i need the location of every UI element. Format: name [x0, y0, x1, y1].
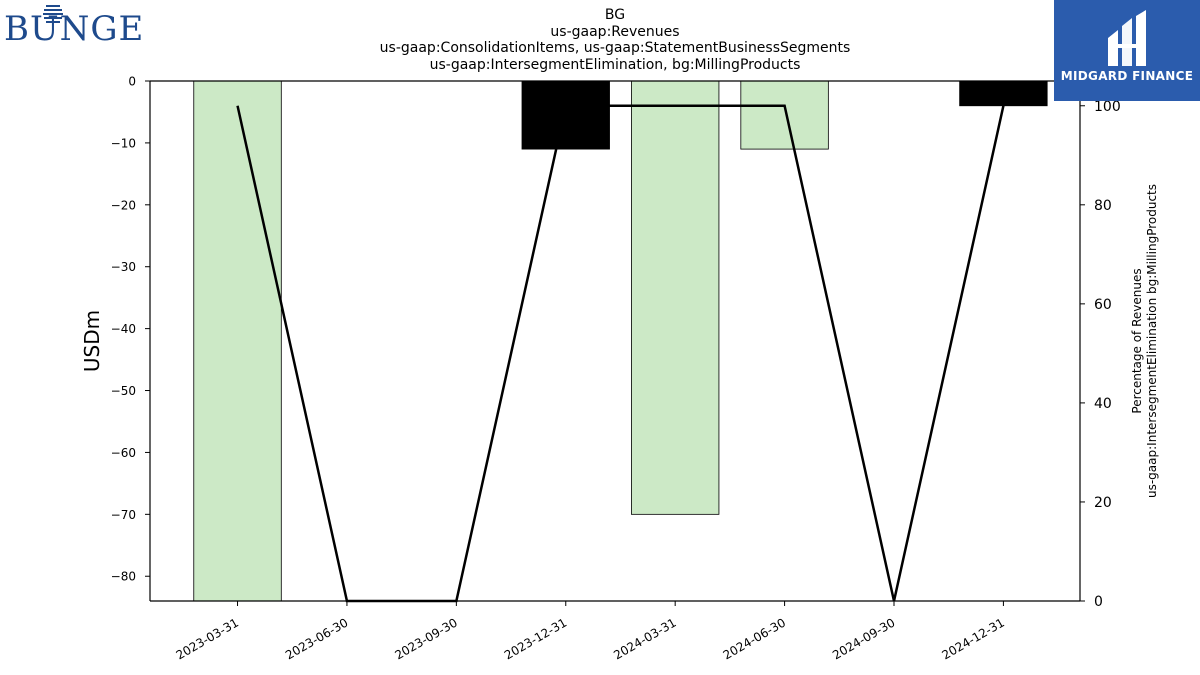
x-tick-label: 2024-09-30: [830, 615, 897, 662]
right-axis-label-line: us-gaap:IntersegmentElimination bg:Milli…: [1145, 184, 1159, 498]
right-tick-label: 40: [1094, 396, 1112, 412]
bunge-wordmark: BUNGE: [4, 9, 145, 49]
title-axes: us-gaap:ConsolidationItems, us-gaap:Stat…: [379, 40, 851, 56]
bunge-mark-icon: [43, 5, 63, 23]
x-tick-label: 2023-09-30: [392, 615, 459, 662]
left-tick-label: −80: [111, 570, 136, 584]
bar-2024-12-31: [959, 80, 1048, 107]
right-tick-label: 80: [1094, 198, 1112, 214]
percentage-line: [236, 104, 1005, 603]
title-members: us-gaap:IntersegmentElimination, bg:Mill…: [429, 56, 801, 73]
left-tick-label: −70: [111, 508, 136, 522]
left-tick-label: −60: [111, 446, 136, 460]
bar-2023-12-31: [521, 80, 610, 150]
x-tick-label: 2024-03-31: [611, 615, 678, 662]
left-tick-label: −20: [111, 198, 136, 212]
midgard-logo: MIDGARD FINANCE: [1054, 0, 1200, 101]
right-tick-label: 60: [1094, 297, 1112, 313]
left-tick-label: −30: [111, 260, 136, 274]
title-concept: us-gaap:Revenues: [550, 23, 680, 40]
right-tick-label: 20: [1094, 495, 1112, 511]
x-tick-label: 2023-06-30: [283, 615, 350, 662]
x-tick-label: 2023-03-31: [174, 615, 241, 662]
y-axis-label: USDm: [80, 310, 104, 372]
midgard-wordmark: MIDGARD FINANCE: [1060, 69, 1194, 83]
x-tick-label: 2024-06-30: [721, 615, 788, 662]
bunge-logo: BUNGE: [4, 3, 176, 49]
title-ticker: BG: [604, 7, 626, 23]
bar-2024-03-31: [631, 80, 720, 515]
left-tick-label: −40: [111, 322, 136, 336]
right-tick-label: 100: [1094, 99, 1121, 115]
bar-2023-03-31: [193, 80, 282, 602]
left-tick-label: −10: [111, 136, 136, 150]
midgard-mark-icon: [1108, 10, 1146, 66]
left-tick-label: 0: [128, 75, 136, 89]
x-tick-label: 2023-12-31: [502, 615, 569, 662]
left-tick-label: −50: [111, 384, 136, 398]
bar-2024-06-30: [740, 80, 829, 150]
right-tick-label: 0: [1094, 594, 1103, 610]
right-axis-label-line: Percentage of Revenues: [1130, 268, 1144, 413]
x-tick-label: 2024-12-31: [940, 615, 1007, 662]
chart-title: BG us-gaap:Revenues us-gaap:Consolidatio…: [300, 7, 930, 73]
